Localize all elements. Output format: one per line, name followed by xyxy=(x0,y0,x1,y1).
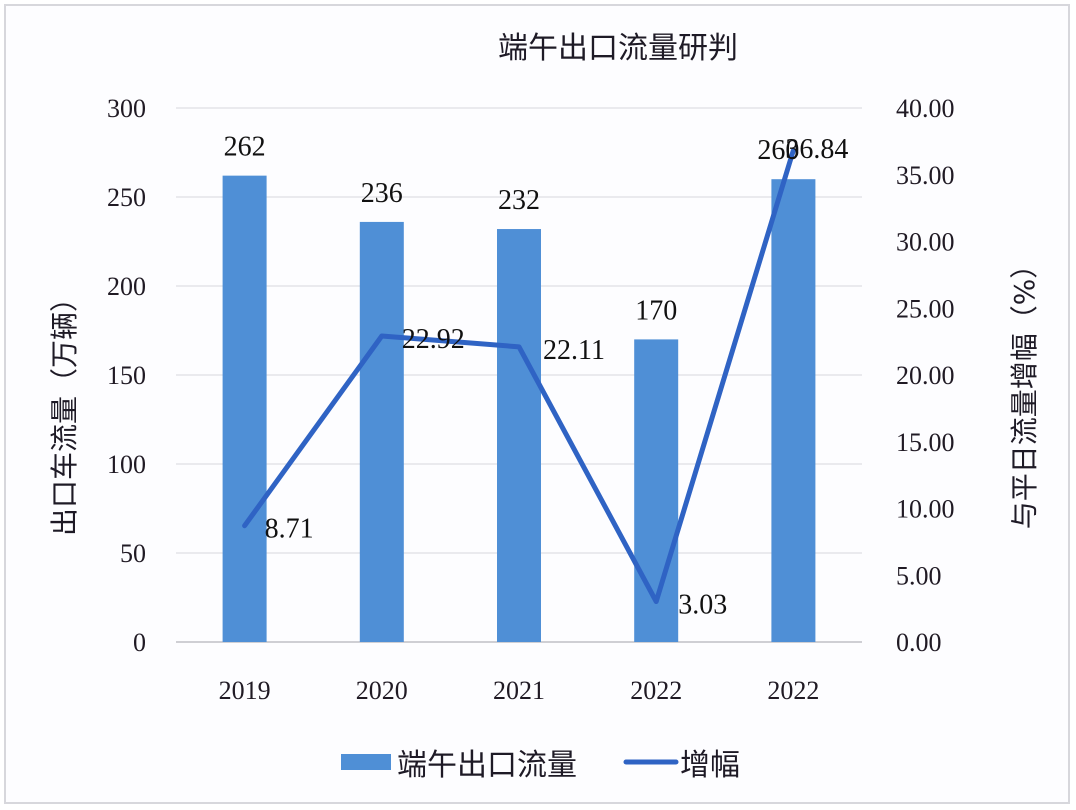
bar-series xyxy=(222,175,816,643)
y-tick-left: 100 xyxy=(107,450,146,479)
bar-value-label: 232 xyxy=(498,185,540,216)
bar xyxy=(359,221,404,643)
x-tick: 2022 xyxy=(630,676,682,705)
bar xyxy=(634,339,679,642)
legend-bar-label: 端午出口流量 xyxy=(397,748,577,783)
line-value-label: 8.71 xyxy=(265,514,314,545)
growth-line xyxy=(242,147,796,605)
bar xyxy=(497,229,541,643)
legend-line-label: 增幅 xyxy=(680,748,740,783)
line-value-label: 36.84 xyxy=(785,134,848,165)
line-value-label: 3.03 xyxy=(678,590,727,621)
bar-value-label: 236 xyxy=(361,178,403,209)
right-axis-title: 与平日流量增幅（%） xyxy=(1008,251,1041,530)
bar-value-label: 260 xyxy=(757,135,799,166)
y-tick-right: 20.00 xyxy=(896,361,955,390)
y-tick-left: 300 xyxy=(107,94,146,123)
y-tick-right: 0.00 xyxy=(896,628,942,657)
x-tick: 2022 xyxy=(767,676,819,705)
legend-bar-swatch xyxy=(341,754,391,770)
line-value-label: 22.92 xyxy=(402,324,465,355)
right-axis-ticks: 0.00 5.00 10.00 15.00 20.00 25.00 30.00 35.00 40… xyxy=(896,94,955,657)
chart-title: 端午出口流量研判 xyxy=(498,31,738,66)
bar-value-label: 170 xyxy=(635,295,677,326)
y-tick-right: 5.00 xyxy=(896,561,942,590)
y-tick-right: 40.00 xyxy=(896,94,955,123)
left-axis-title: 出口车流量（万辆） xyxy=(48,284,81,536)
bar-value-labels: 262 236 232 170 260 xyxy=(224,132,800,327)
x-tick: 2020 xyxy=(356,676,408,705)
bar xyxy=(222,175,267,642)
bar xyxy=(771,179,816,642)
y-tick-right: 35.00 xyxy=(896,161,955,190)
left-axis-ticks: 0 50 100 150 200 250 300 xyxy=(107,94,146,657)
y-tick-left: 50 xyxy=(120,539,146,568)
y-tick-left: 200 xyxy=(107,272,146,301)
x-tick: 2019 xyxy=(219,676,271,705)
line-value-label: 22.11 xyxy=(543,335,605,366)
x-axis-ticks: 2019 2020 2021 2022 2022 xyxy=(219,676,820,705)
x-tick: 2021 xyxy=(493,676,545,705)
y-tick-left: 150 xyxy=(107,361,146,390)
legend: 端午出口流量 增幅 xyxy=(341,748,740,783)
y-tick-right: 10.00 xyxy=(896,495,955,524)
y-tick-right: 15.00 xyxy=(896,428,955,457)
line-series xyxy=(242,147,796,605)
line-value-labels: 8.71 22.92 22.11 3.03 36.84 xyxy=(265,134,849,620)
y-tick-left: 0 xyxy=(133,628,146,657)
bar-value-label: 262 xyxy=(224,132,266,163)
y-tick-right: 30.00 xyxy=(896,228,955,257)
y-tick-right: 25.00 xyxy=(896,294,955,323)
y-tick-left: 250 xyxy=(107,183,146,212)
